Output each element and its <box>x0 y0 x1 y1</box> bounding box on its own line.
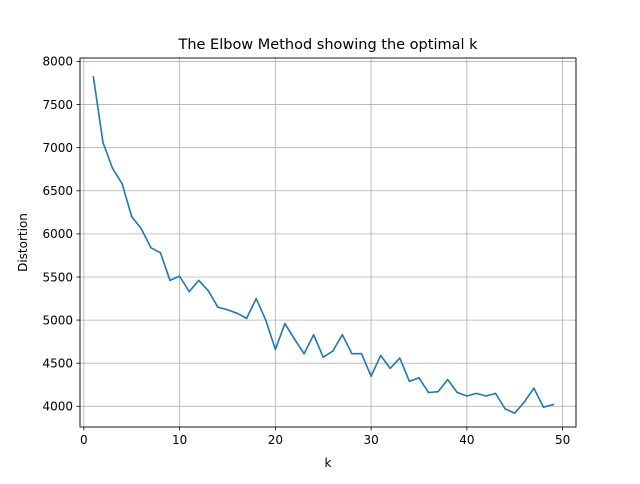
x-tick-label: 10 <box>172 433 187 447</box>
x-tick-label: 0 <box>80 433 88 447</box>
y-tick-label: 5500 <box>42 270 73 284</box>
data-point <box>418 377 420 379</box>
grid-lines <box>80 58 576 427</box>
data-point <box>217 306 219 308</box>
series-0-group <box>92 76 555 415</box>
data-point <box>150 246 152 249</box>
y-tick-label: 5000 <box>42 313 73 327</box>
y-tick-label: 4000 <box>42 400 73 414</box>
data-point <box>303 352 305 355</box>
data-point <box>399 357 401 359</box>
data-point <box>178 275 181 277</box>
y-tick-label: 4500 <box>42 357 73 371</box>
data-point <box>341 333 344 336</box>
data-point <box>274 348 277 351</box>
data-point <box>169 279 171 282</box>
x-tick-label: 40 <box>459 433 474 447</box>
data-point <box>552 403 554 406</box>
data-point <box>494 392 497 395</box>
data-point <box>264 319 267 321</box>
x-tick-label: 30 <box>363 433 378 447</box>
data-point <box>236 312 238 314</box>
y-tick-label: 7500 <box>42 98 73 112</box>
data-point <box>408 380 411 383</box>
data-point <box>197 279 200 282</box>
y-tick-label: 6500 <box>42 184 73 198</box>
axis-ticks: 0 10 20 30 40 50 4000 4500 5000 5500 6000 6500 7000 7… <box>42 55 570 447</box>
data-point <box>542 406 545 408</box>
data-point <box>92 76 95 78</box>
data-point <box>245 317 248 320</box>
data-point <box>466 395 468 397</box>
data-point <box>485 395 487 397</box>
x-tick-label: 50 <box>555 433 570 447</box>
data-point <box>130 215 133 218</box>
series-lines <box>92 76 555 415</box>
data-point <box>437 390 439 393</box>
data-point <box>207 289 210 292</box>
data-point <box>427 391 430 394</box>
data-point <box>370 375 372 377</box>
data-point <box>188 290 190 293</box>
data-point <box>284 322 286 325</box>
data-point <box>322 356 325 358</box>
data-point <box>140 227 143 230</box>
data-point <box>360 352 363 355</box>
data-point <box>456 391 459 394</box>
data-point <box>255 297 257 300</box>
data-point <box>504 408 506 410</box>
data-point <box>111 167 114 170</box>
data-point <box>389 367 392 370</box>
data-point <box>226 308 229 311</box>
data-point <box>331 350 334 352</box>
data-point <box>379 354 382 357</box>
chart-title: The Elbow Method showing the optimal k <box>177 37 478 53</box>
data-point <box>102 141 104 144</box>
x-tick-label: 20 <box>268 433 283 447</box>
data-point <box>513 412 516 415</box>
data-point <box>351 352 353 355</box>
data-point <box>159 252 162 254</box>
series-line <box>92 76 555 415</box>
y-axis-label: Distortion <box>16 213 30 272</box>
data-point <box>446 378 449 381</box>
data-point <box>533 387 535 390</box>
y-tick-label: 6000 <box>42 227 73 241</box>
x-axis-label: k <box>325 456 332 470</box>
data-point <box>523 401 526 403</box>
data-point <box>121 183 123 185</box>
y-tick-label: 8000 <box>42 55 73 69</box>
plot-frame <box>79 57 577 428</box>
y-tick-label: 7000 <box>42 141 73 155</box>
data-point <box>475 392 478 395</box>
data-point <box>293 338 296 340</box>
data-point <box>312 333 315 336</box>
